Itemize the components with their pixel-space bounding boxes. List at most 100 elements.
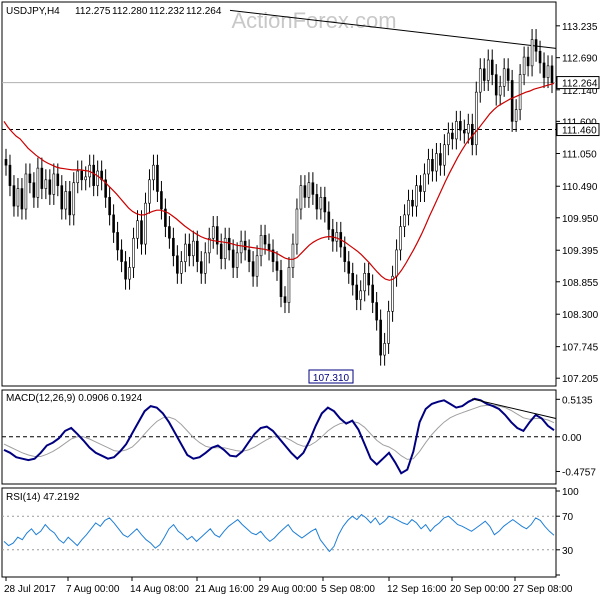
bullish-candle xyxy=(291,243,295,268)
macd-y-tick-label: 0.5135 xyxy=(562,395,593,406)
bearish-candle xyxy=(331,229,335,242)
level-label: 111.460 xyxy=(562,126,597,137)
low-annotation-box xyxy=(308,369,354,384)
macd-y-tick-label: -0.4757 xyxy=(562,467,596,478)
bullish-candle xyxy=(319,197,323,210)
bullish-candle xyxy=(403,214,406,227)
bearish-candle xyxy=(463,129,466,134)
bearish-candle xyxy=(168,226,171,239)
bearish-candle xyxy=(108,197,111,216)
bullish-candle xyxy=(530,39,534,67)
bullish-candle xyxy=(84,176,88,181)
bearish-candle xyxy=(124,261,127,280)
rsi-y-tick-label: 30 xyxy=(562,546,574,557)
bearish-candle xyxy=(267,243,271,251)
bullish-candle xyxy=(455,121,458,140)
bearish-candle xyxy=(275,261,279,271)
bearish-candle xyxy=(231,249,235,268)
rsi-y-tick-label: 100 xyxy=(562,487,579,498)
bullish-candle xyxy=(64,191,68,210)
bearish-candle xyxy=(48,179,52,195)
bearish-candle xyxy=(538,50,542,64)
bearish-candle xyxy=(371,284,374,303)
bearish-candle xyxy=(550,65,554,83)
current-price-label: 112.264 xyxy=(562,79,598,90)
price-panel xyxy=(1,1,557,387)
bullish-candle xyxy=(223,237,227,259)
bullish-candle xyxy=(44,179,48,189)
bullish-candle xyxy=(307,182,311,198)
bearish-candle xyxy=(283,296,287,303)
bullish-candle xyxy=(152,164,155,181)
bullish-candle xyxy=(259,235,263,257)
price-level-line xyxy=(2,9,557,131)
bearish-candle xyxy=(199,261,203,274)
x-tick-label: 20 Sep 00:00 xyxy=(450,584,510,595)
bullish-candle xyxy=(335,232,339,242)
bullish-candle xyxy=(522,56,526,75)
macd-trendline xyxy=(471,398,557,420)
bearish-candle xyxy=(80,170,84,181)
price-y-tick-label: 107.745 xyxy=(562,343,599,354)
bearish-candle xyxy=(323,197,327,213)
bearish-candle xyxy=(247,249,251,262)
bearish-candle xyxy=(379,319,382,356)
bullish-candle xyxy=(207,237,211,254)
bearish-candle xyxy=(311,182,315,195)
x-tick-label: 28 Jul 2017 xyxy=(4,584,56,595)
bullish-candle xyxy=(502,68,506,87)
current-price-box xyxy=(556,76,600,90)
bullish-candle xyxy=(423,173,426,192)
price-y-tick-label: 109.950 xyxy=(562,214,599,225)
bullish-candle xyxy=(192,240,195,257)
bullish-candle xyxy=(36,167,40,198)
price-y-tick-label: 112.690 xyxy=(562,54,598,65)
bearish-candle xyxy=(506,68,510,81)
header-close: 112.264 xyxy=(186,6,222,17)
bearish-candle xyxy=(195,240,199,262)
x-tick-label: 29 Aug 00:00 xyxy=(258,584,317,595)
price-y-tick-label: 112.140 xyxy=(562,86,598,97)
bullish-candle xyxy=(132,237,135,268)
macd-y-tick-label: 0.00 xyxy=(562,433,582,444)
bearish-candle xyxy=(375,302,378,321)
bearish-candle xyxy=(347,261,351,274)
macd-series xyxy=(2,397,557,475)
header-high: 112.280 xyxy=(112,6,148,17)
bearish-candle xyxy=(28,173,32,184)
price-y-tick-label: 110.490 xyxy=(562,182,598,193)
bearish-candle xyxy=(164,208,167,227)
bullish-candle xyxy=(96,170,99,186)
price-y-tick-label: 113.235 xyxy=(562,22,598,33)
bullish-candle xyxy=(255,255,259,277)
bullish-candle xyxy=(144,202,147,245)
bearish-candle xyxy=(8,164,12,186)
macd-label: MACD(12,26,9) 0.0906 0.1924 xyxy=(6,393,143,404)
bearish-candle xyxy=(343,246,347,262)
bearish-candle xyxy=(68,191,72,216)
bearish-candle xyxy=(176,255,179,274)
bearish-candle xyxy=(327,211,331,230)
low-annotation: 107.310 xyxy=(313,373,350,384)
rsi-y-tick-label: 70 xyxy=(562,512,574,523)
bearish-candle xyxy=(534,39,538,52)
bullish-candle xyxy=(24,173,28,210)
bullish-candle xyxy=(399,226,402,251)
x-tick-label: 5 Sep 08:00 xyxy=(321,584,375,595)
price-y-tick-label: 109.395 xyxy=(562,246,599,257)
bearish-candle xyxy=(510,80,514,122)
bullish-candle xyxy=(486,59,490,81)
bullish-candle xyxy=(239,240,243,254)
bearish-candle xyxy=(303,185,307,198)
x-tick-label: 14 Aug 08:00 xyxy=(130,584,189,595)
bearish-candle xyxy=(243,240,247,251)
bullish-candle xyxy=(518,74,522,110)
bearish-candle xyxy=(482,68,486,81)
bullish-candle xyxy=(76,170,80,184)
bearish-candle xyxy=(351,273,355,286)
bullish-candle xyxy=(72,182,76,216)
macd-line xyxy=(3,397,555,475)
bullish-candle xyxy=(407,199,410,216)
bearish-candle xyxy=(279,270,283,297)
